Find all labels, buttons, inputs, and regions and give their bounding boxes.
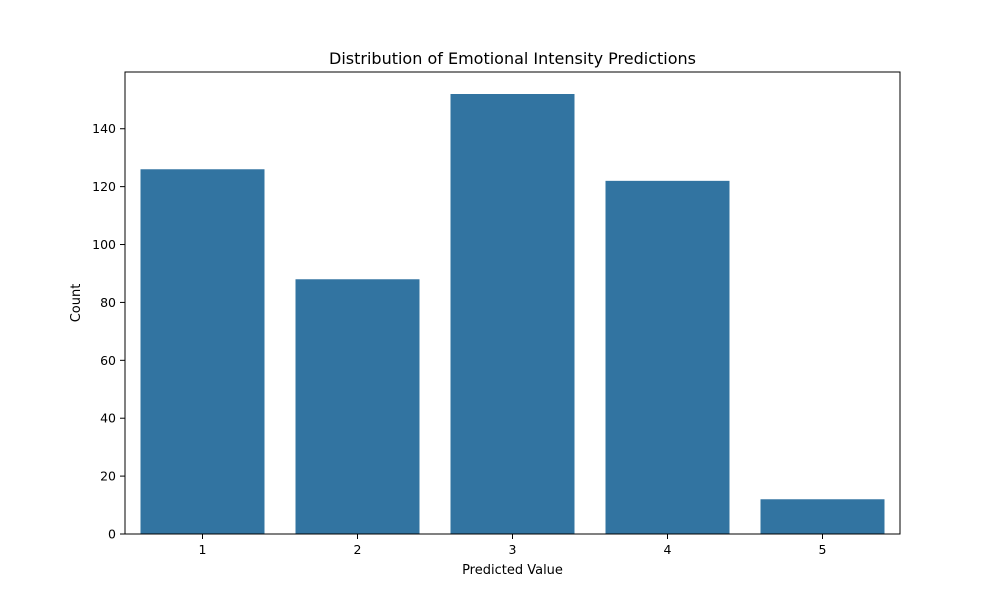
y-tick-label: 60 xyxy=(100,353,116,368)
bar-3 xyxy=(450,94,575,534)
bars-layer xyxy=(140,94,885,534)
y-axis-label: Count xyxy=(69,284,84,323)
x-tick-label: 5 xyxy=(819,542,827,557)
y-tick-label: 140 xyxy=(92,121,116,136)
y-tick-label: 80 xyxy=(100,295,116,310)
x-tick-label: 1 xyxy=(199,542,207,557)
chart-title: Distribution of Emotional Intensity Pred… xyxy=(329,49,696,68)
x-axis: 1 2 3 4 5 xyxy=(199,534,827,557)
y-tick-label: 40 xyxy=(100,411,116,426)
x-tick-label: 4 xyxy=(664,542,672,557)
x-tick-label: 3 xyxy=(509,542,517,557)
y-tick-label: 120 xyxy=(92,179,116,194)
bar-4 xyxy=(605,180,730,534)
bar-5 xyxy=(760,499,885,534)
x-axis-label: Predicted Value xyxy=(462,563,563,578)
y-tick-label: 20 xyxy=(100,469,116,484)
bar-1 xyxy=(140,169,265,534)
bar-2 xyxy=(295,279,420,534)
y-axis: 0 20 40 60 80 100 120 140 xyxy=(92,121,125,542)
y-tick-label: 0 xyxy=(108,527,116,542)
y-tick-label: 100 xyxy=(92,237,116,252)
x-tick-label: 2 xyxy=(354,542,362,557)
